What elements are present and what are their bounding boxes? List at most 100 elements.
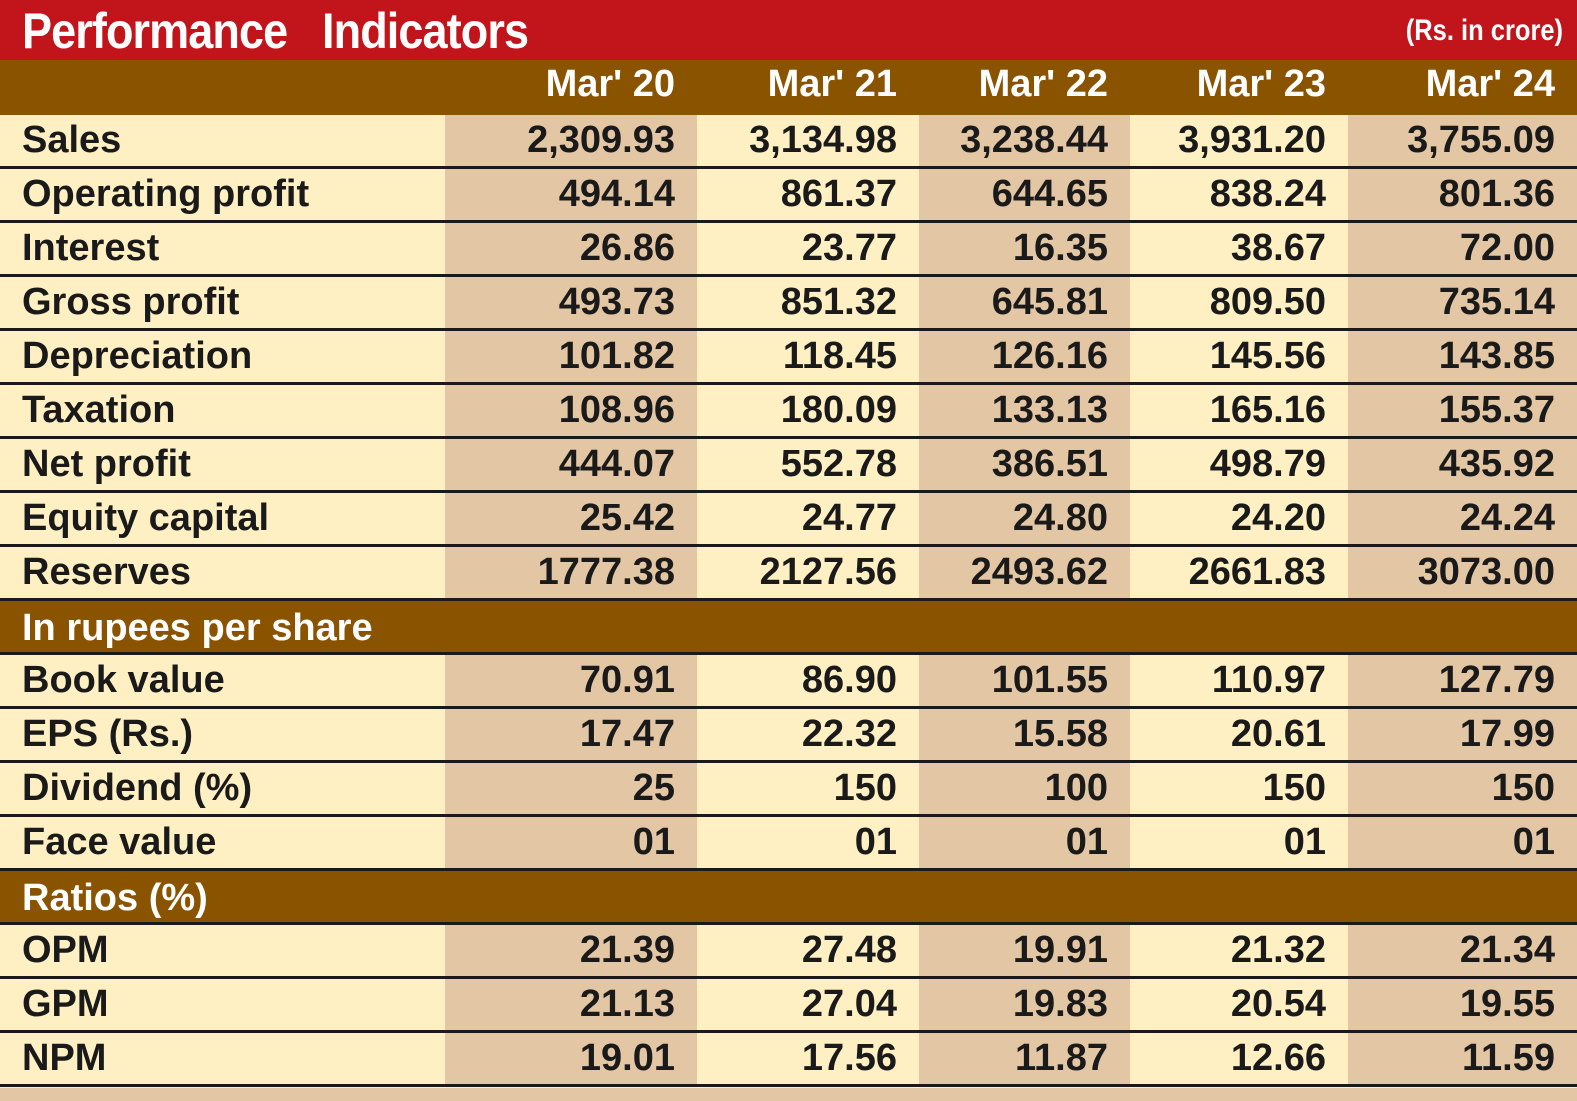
table-cell: 19.55 [1348,979,1577,1030]
table-cell: 70.91 [445,655,697,706]
table-cell: 27.04 [697,979,919,1030]
table-cell: 3,134.98 [697,115,919,166]
table-cell: 801.36 [1348,169,1577,220]
table-cell: 645.81 [919,277,1130,328]
table-row: NPM 19.01 17.56 11.87 12.66 11.59 [0,1033,1577,1087]
table-cell: 133.13 [919,385,1130,436]
table-cell: 20.54 [1130,979,1348,1030]
title-bar: Performance Indicators (Rs. in crore) [0,0,1577,60]
table-cell: 01 [1348,817,1577,868]
table-cell: 435.92 [1348,439,1577,490]
table-cell: 150 [1130,763,1348,814]
table-cell: 155.37 [1348,385,1577,436]
row-label: Depreciation [22,335,253,377]
table-row: Sales 2,309.93 3,134.98 3,238.44 3,931.20 3,7… [0,115,1577,169]
table-cell: 19.91 [919,925,1130,976]
table-cell: 3073.00 [1348,547,1577,598]
table-cell: 150 [697,763,919,814]
table-cell: 24.24 [1348,493,1577,544]
table-cell: 493.73 [445,277,697,328]
table-cell: 126.16 [919,331,1130,382]
table-cell: 11.87 [919,1033,1130,1084]
row-label: Taxation [22,389,176,431]
row-label: Equity capital [22,497,270,539]
table-cell: 118.45 [697,331,919,382]
table-cell: 25 [445,763,697,814]
table-cell: 2661.83 [1130,547,1348,598]
table-cell: 23.77 [697,223,919,274]
row-label: Reserves [22,551,192,593]
row-label: EPS (Rs.) [22,713,194,755]
column-header: Mar' 21 [767,63,897,105]
column-header: Mar' 23 [1196,63,1326,105]
table-cell: 11.59 [1348,1033,1577,1084]
table-row: Interest 26.86 23.77 16.35 38.67 72.00 [0,223,1577,277]
column-header: Mar' 22 [978,63,1108,105]
column-header-row: Mar' 20 Mar' 21 Mar' 22 Mar' 23 Mar' 24 [0,60,1577,115]
row-label: GPM [22,983,109,1025]
section-heading-label: Ratios (%) [22,877,208,919]
table-cell: 15.58 [919,709,1130,760]
table-cell: 24.20 [1130,493,1348,544]
table-cell: 17.47 [445,709,697,760]
section-heading: Ratios (%) [0,871,1577,925]
table-cell: 21.34 [1348,925,1577,976]
table-row: Taxation 108.96 180.09 133.13 165.16 155.37 [0,385,1577,439]
row-label: Interest [22,227,160,269]
table-cell: 38.67 [1130,223,1348,274]
table-cell: 2,309.93 [445,115,697,166]
row-label: Face value [22,821,217,863]
table-cell: 3,238.44 [919,115,1130,166]
table-cell: 21.32 [1130,925,1348,976]
table-cell: 01 [445,817,697,868]
table-cell: 26.86 [445,223,697,274]
table-cell: 24.80 [919,493,1130,544]
table-cell: 22.32 [697,709,919,760]
table-cell: 01 [1130,817,1348,868]
table-cell: 386.51 [919,439,1130,490]
table-cell: 809.50 [1130,277,1348,328]
table-cell: 24.77 [697,493,919,544]
table-cell: 180.09 [697,385,919,436]
table-cell: 498.79 [1130,439,1348,490]
table-row: Dividend (%) 25 150 100 150 150 [0,763,1577,817]
table-row: Operating profit 494.14 861.37 644.65 838.24… [0,169,1577,223]
row-label: Net profit [22,443,191,485]
table-row: Equity capital 25.42 24.77 24.80 24.20 24.24 [0,493,1577,547]
row-label: Sales [22,119,122,161]
table-cell: 838.24 [1130,169,1348,220]
table-row: Depreciation 101.82 118.45 126.16 145.56 143.… [0,331,1577,385]
indicators-table: Mar' 20 Mar' 21 Mar' 22 Mar' 23 Mar' 24 … [0,60,1577,1087]
table-cell: 21.13 [445,979,697,1030]
table-row: GPM 21.13 27.04 19.83 20.54 19.55 [0,979,1577,1033]
table-cell: 19.83 [919,979,1130,1030]
table-cell: 2127.56 [697,547,919,598]
table-cell: 1777.38 [445,547,697,598]
table-row: EPS (Rs.) 17.47 22.32 15.58 20.61 17.99 [0,709,1577,763]
row-label: Gross profit [22,281,240,323]
table-cell: 16.35 [919,223,1130,274]
table-row: Face value 01 01 01 01 01 [0,817,1577,871]
table-cell: 100 [919,763,1130,814]
table-cell: 3,755.09 [1348,115,1577,166]
table-cell: 25.42 [445,493,697,544]
table-cell: 20.61 [1130,709,1348,760]
table-cell: 01 [697,817,919,868]
table-cell: 101.82 [445,331,697,382]
table-row: OPM 21.39 27.48 19.91 21.32 21.34 [0,925,1577,979]
unit-note: (Rs. in crore) [1405,14,1563,47]
table-cell: 19.01 [445,1033,697,1084]
row-label: OPM [22,929,109,971]
column-header: Mar' 20 [545,63,675,105]
table-cell: 145.56 [1130,331,1348,382]
table-row: Reserves 1777.38 2127.56 2493.62 2661.83 3073… [0,547,1577,601]
section-heading-label: In rupees per share [22,607,373,649]
table-cell: 2493.62 [919,547,1130,598]
table-row: Gross profit 493.73 851.32 645.81 809.50 735.… [0,277,1577,331]
column-header: Mar' 24 [1425,63,1555,105]
table-cell: 552.78 [697,439,919,490]
table-cell: 165.16 [1130,385,1348,436]
table-cell: 143.85 [1348,331,1577,382]
table-cell: 108.96 [445,385,697,436]
table-cell: 110.97 [1130,655,1348,706]
